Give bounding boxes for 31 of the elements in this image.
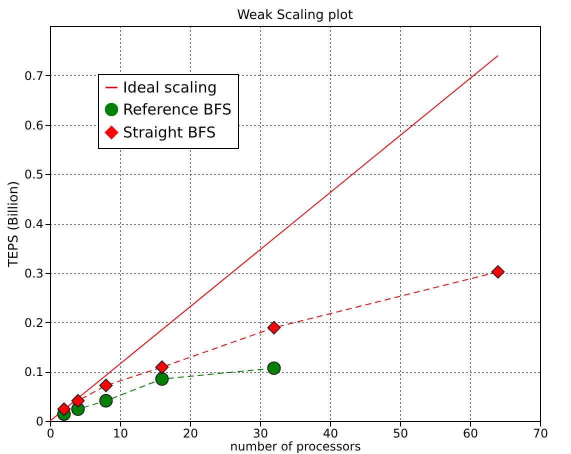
x-tick-label: 40 [322,426,338,440]
point [155,372,169,386]
point [99,378,113,392]
point [267,320,281,334]
y-tick-label: 0.2 [24,316,44,330]
chart-title: Weak Scaling plot [237,8,353,23]
point [71,394,85,408]
x-tick-label: 10 [112,426,128,440]
y-tick-label: 0.5 [24,168,44,182]
y-tick-label: 0.1 [24,365,44,380]
x-tick-label: 20 [182,426,198,440]
legend-label: Ideal scaling [123,78,217,96]
point [491,265,505,279]
point [57,402,71,416]
y-tick-label: 0.7 [24,68,44,83]
y-axis-title: TEPS (Billion) [6,180,22,268]
x-axis-title: number of processors [230,440,361,454]
y-tick-label: 0 [36,414,44,428]
y-tick-label: 0.6 [24,118,44,132]
y-tick-label: 0.3 [24,266,44,280]
x-tick-label: 0 [46,426,54,440]
x-tick-label: 60 [462,426,478,440]
point [155,360,169,374]
point [267,361,281,375]
point [99,394,113,408]
x-tick-label: 50 [392,426,408,440]
x-tick-label: 30 [252,426,268,440]
legend-label: Straight BFS [123,124,216,142]
y-tick-label: 0.4 [24,217,44,231]
x-tick-label: 70 [532,426,548,440]
legend-label: Reference BFS [123,100,232,118]
